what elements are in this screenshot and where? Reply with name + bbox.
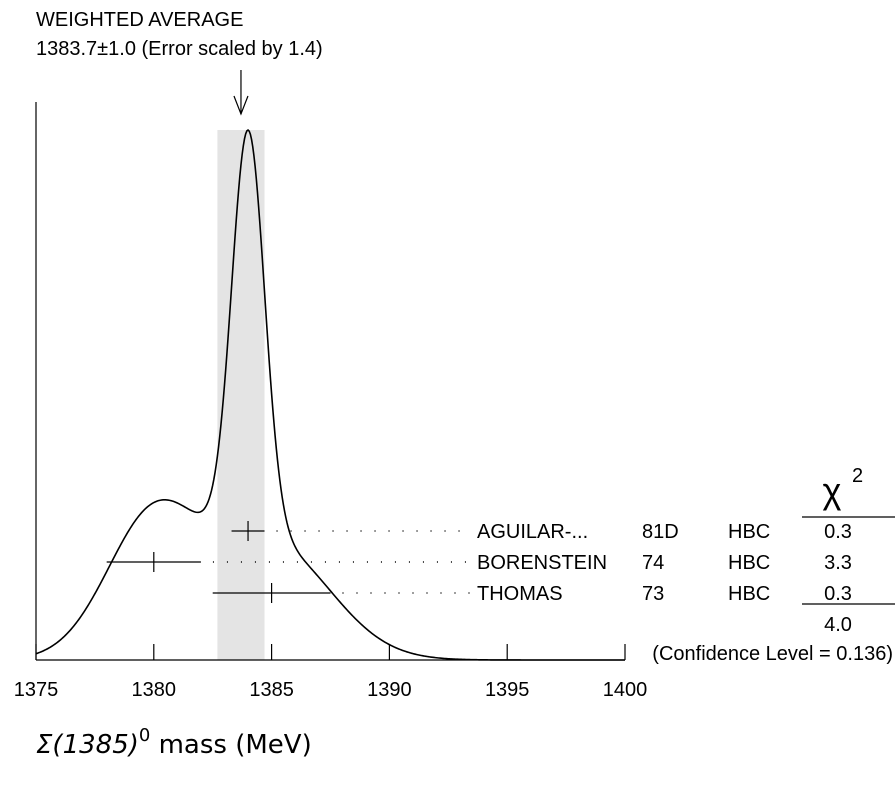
x-tick-label-1390: 1390 [367, 679, 412, 701]
measurement-chi2-0: 0.3 [824, 521, 852, 543]
x-tick-label-1385: 1385 [249, 679, 294, 701]
chi2-header: χ [823, 470, 842, 511]
chart-title: WEIGHTED AVERAGE [36, 9, 243, 31]
x-axis-label-symbol: Σ(1385) [36, 730, 139, 760]
measurement-technique-0: HBC [728, 521, 770, 543]
measurement-technique-2: HBC [728, 583, 770, 605]
chi2-total: 4.0 [824, 614, 852, 636]
measurement-chi2-1: 3.3 [824, 552, 852, 574]
x-tick-label-1375: 1375 [14, 679, 59, 701]
measurement-technique-1: HBC [728, 552, 770, 574]
measurement-year-1: 74 [642, 552, 664, 574]
x-axis-label-rest: mass (MeV) [150, 730, 311, 760]
measurement-author-0: AGUILAR-... [477, 521, 588, 543]
chart-subtitle: 1383.7±1.0 (Error scaled by 1.4) [36, 38, 323, 60]
average-error-band [217, 130, 265, 660]
x-tick-label-1400: 1400 [603, 679, 648, 701]
x-axis-label-sup: 0 [139, 725, 150, 746]
confidence-level: (Confidence Level = 0.136) [652, 643, 893, 665]
measurement-author-2: THOMAS [477, 583, 563, 605]
measurement-year-0: 81D [642, 521, 679, 543]
x-tick-label-1395: 1395 [485, 679, 530, 701]
x-axis-label: Σ(1385)0 mass (MeV) [36, 725, 312, 760]
measurement-author-1: BORENSTEIN [477, 552, 607, 574]
x-axis-ticks: 1375 1380 1385 1390 1395 1400 [14, 644, 648, 701]
x-tick-label-1380: 1380 [132, 679, 177, 701]
measurement-year-2: 73 [642, 583, 664, 605]
measurement-chi2-2: 0.3 [824, 583, 852, 605]
chi2-header-sup: 2 [852, 465, 863, 487]
measurements: AGUILAR-... 81D HBC 0.3 BORENSTEIN 74 HBC 3.3 TH… [106, 521, 852, 605]
average-arrow-head [233, 95, 249, 116]
ideogram-curve [35, 128, 625, 661]
